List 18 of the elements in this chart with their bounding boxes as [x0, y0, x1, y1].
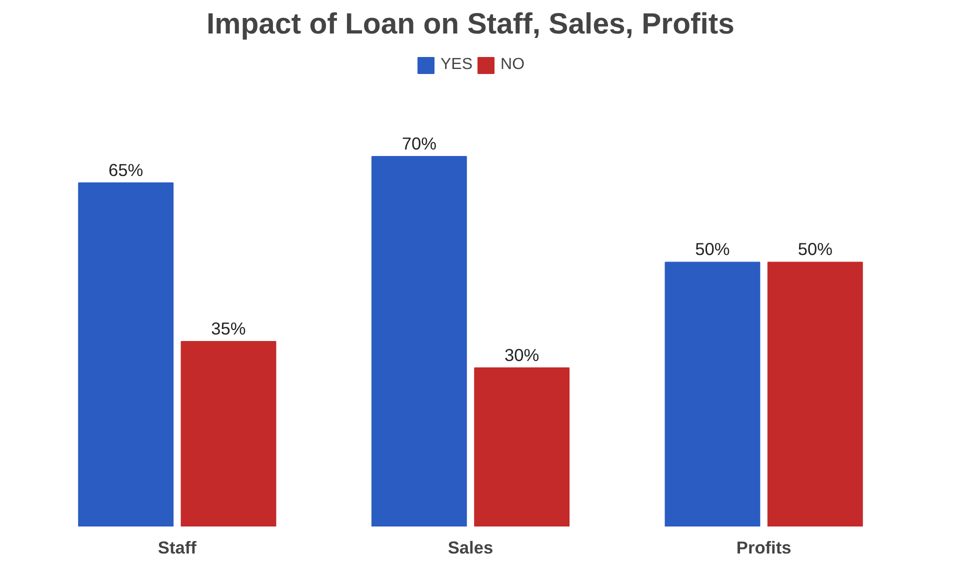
bar [78, 182, 174, 526]
data-label: 35% [211, 318, 246, 338]
data-label: 50% [695, 239, 730, 260]
chart-title: Impact of Loan on Staff, Sales, Profits [206, 8, 734, 40]
bar [474, 367, 570, 526]
data-label: 70% [402, 134, 437, 154]
data-label: 30% [504, 344, 540, 365]
legend-label: NO [500, 56, 525, 74]
bar [180, 341, 276, 526]
legend-label: YES [440, 56, 473, 74]
bar [767, 262, 863, 526]
bar [371, 156, 467, 526]
data-label: 65% [108, 160, 144, 180]
x-tick-label: Profits [736, 538, 792, 558]
bar [664, 262, 760, 526]
x-tick-label: Sales [448, 538, 494, 558]
data-label: 50% [798, 239, 833, 260]
x-tick-label: Staff [158, 538, 197, 558]
